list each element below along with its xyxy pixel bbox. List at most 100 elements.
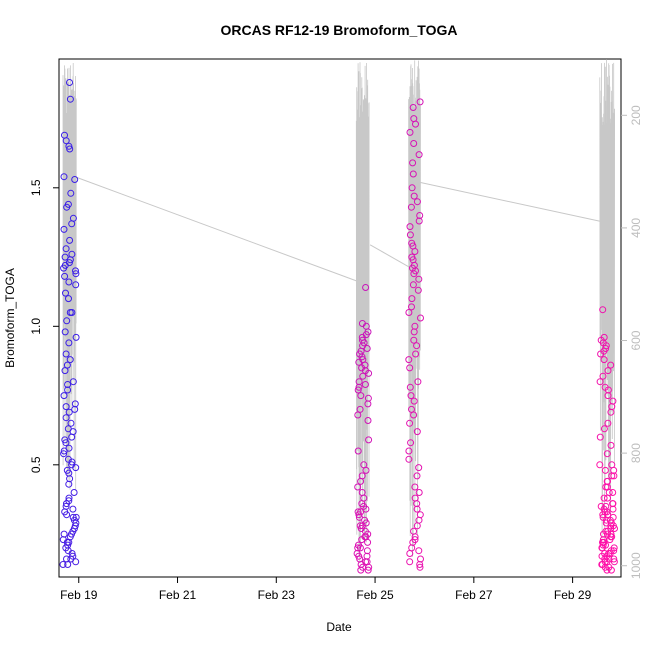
data-point: [415, 464, 423, 472]
data-point: [72, 513, 80, 521]
data-point: [413, 522, 421, 530]
data-point: [354, 483, 362, 491]
right-tick-label: 800: [629, 443, 643, 463]
data-point: [601, 558, 609, 566]
data-point: [66, 356, 74, 364]
data-point: [410, 192, 418, 200]
data-point: [362, 466, 370, 474]
data-point: [414, 378, 422, 386]
data-point: [604, 367, 612, 375]
data-point: [60, 530, 68, 538]
data-point: [66, 145, 74, 153]
data-point: [415, 516, 423, 524]
data-point: [406, 231, 414, 239]
data-point: [609, 500, 617, 508]
data-point: [62, 414, 70, 422]
data-point: [70, 489, 78, 496]
data-point: [66, 95, 74, 103]
data-point: [361, 381, 369, 388]
data-point: [365, 369, 373, 377]
data-point: [413, 472, 421, 480]
altitude-trace: [599, 59, 615, 543]
data-point: [64, 386, 72, 394]
data-point: [406, 550, 414, 557]
data-point: [69, 505, 77, 513]
data-point: [409, 104, 417, 111]
data-point: [414, 286, 422, 294]
altitude-transit-line: [76, 176, 358, 282]
data-point: [67, 419, 75, 427]
data-point: [68, 309, 76, 316]
y-tick-label: 1.0: [29, 318, 43, 335]
data-point: [61, 272, 69, 280]
data-point: [412, 120, 419, 128]
data-point: [608, 472, 616, 480]
data-point: [62, 137, 70, 145]
data-point: [411, 483, 419, 491]
altitude-lines: [62, 59, 615, 564]
data-point: [356, 544, 364, 552]
data-point: [60, 392, 68, 400]
data-point: [603, 450, 611, 458]
data-point: [415, 151, 423, 159]
data-point: [607, 530, 615, 538]
data-point: [72, 270, 80, 278]
data-point: [598, 544, 606, 552]
y-axis: 0.5 1.0 1.5: [29, 179, 59, 473]
y-axis-label: Bromoform_TOGA: [3, 268, 17, 368]
right-tick-label: 600: [629, 330, 643, 350]
data-point: [407, 203, 415, 211]
data-point: [65, 278, 73, 286]
data-point: [607, 361, 615, 369]
data-point: [65, 339, 73, 347]
data-point: [62, 403, 70, 411]
data-point: [63, 500, 70, 508]
data-point: [599, 306, 607, 314]
data-point: [609, 513, 617, 521]
data-point: [416, 561, 424, 568]
data-point: [65, 494, 73, 502]
data-point: [61, 367, 69, 375]
data-point: [597, 350, 605, 358]
data-point: [596, 378, 604, 386]
plot-frame: [58, 58, 622, 578]
data-point: [410, 411, 418, 419]
chart-title: ORCAS RF12-19 Bromoform_TOGA: [220, 22, 457, 38]
data-point: [405, 447, 413, 455]
data-point: [413, 198, 421, 206]
right-tick-label: 400: [629, 218, 643, 238]
data-point: [604, 477, 611, 485]
data-point: [362, 284, 370, 291]
data-point: [410, 270, 418, 278]
data-point: [72, 333, 80, 341]
x-axis-label: Date: [326, 620, 352, 634]
data-point: [408, 295, 416, 303]
right-tick-label: 1000: [629, 552, 643, 579]
data-point: [411, 536, 419, 544]
data-point: [408, 303, 415, 311]
data-point: [71, 405, 79, 413]
data-point: [354, 386, 362, 394]
data-point: [63, 317, 71, 325]
data-point: [607, 441, 615, 449]
data-point: [60, 225, 68, 233]
x-tick-label: Feb 19: [60, 588, 98, 602]
data-point: [65, 295, 72, 303]
data-point: [72, 267, 79, 275]
data-point: [71, 176, 79, 183]
data-point: [354, 411, 362, 419]
data-point: [67, 189, 75, 197]
right-tick-label: 200: [629, 105, 643, 125]
data-point: [606, 550, 614, 557]
altitude-transit-line: [369, 244, 410, 268]
data-point: [407, 439, 415, 447]
data-point: [405, 309, 413, 316]
data-point: [72, 281, 80, 289]
data-point: [357, 477, 365, 485]
data-point: [61, 253, 69, 261]
data-point: [61, 328, 69, 336]
data-point: [607, 408, 615, 416]
data-point: [361, 533, 369, 541]
data-point: [413, 505, 421, 513]
data-point: [408, 544, 416, 552]
